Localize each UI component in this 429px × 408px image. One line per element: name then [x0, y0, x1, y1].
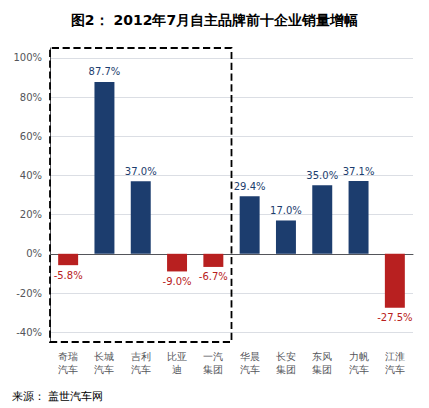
svg-text:东风: 东风 — [312, 351, 332, 362]
svg-text:60%: 60% — [20, 131, 42, 142]
svg-text:-27.5%: -27.5% — [377, 312, 412, 323]
svg-text:0%: 0% — [26, 248, 42, 259]
svg-text:-20%: -20% — [16, 288, 42, 299]
svg-text:迪: 迪 — [172, 364, 182, 375]
svg-text:比亚: 比亚 — [167, 351, 187, 362]
svg-text:集团: 集团 — [276, 364, 296, 375]
svg-text:-40%: -40% — [16, 327, 42, 338]
svg-text:汽车: 汽车 — [58, 364, 78, 375]
svg-text:力帆: 力帆 — [349, 351, 369, 362]
svg-text:汽车: 汽车 — [349, 364, 369, 375]
svg-text:吉利: 吉利 — [131, 351, 151, 362]
svg-text:37.0%: 37.0% — [125, 166, 157, 177]
svg-text:长安: 长安 — [276, 351, 296, 362]
svg-text:一汽: 一汽 — [203, 351, 223, 362]
svg-text:汽车: 汽车 — [385, 364, 405, 375]
svg-text:80%: 80% — [20, 92, 42, 103]
svg-text:来源： 盖世汽车网: 来源： 盖世汽车网 — [12, 390, 104, 403]
svg-text:40%: 40% — [20, 170, 42, 181]
svg-text:汽车: 汽车 — [131, 364, 151, 375]
svg-text:江淮: 江淮 — [385, 351, 405, 362]
svg-text:-9.0%: -9.0% — [163, 276, 192, 287]
svg-text:汽车: 汽车 — [94, 364, 114, 375]
svg-text:集团: 集团 — [203, 364, 223, 375]
svg-text:87.7%: 87.7% — [89, 66, 121, 77]
svg-text:29.4%: 29.4% — [234, 181, 266, 192]
svg-text:-6.7%: -6.7% — [199, 271, 228, 282]
svg-text:奇瑞: 奇瑞 — [58, 351, 78, 362]
svg-text:20%: 20% — [20, 209, 42, 220]
svg-text:17.0%: 17.0% — [270, 205, 302, 216]
svg-text:集团: 集团 — [312, 364, 332, 375]
svg-text:华晨: 华晨 — [240, 351, 260, 362]
svg-text:长城: 长城 — [94, 351, 114, 362]
svg-text:汽车: 汽车 — [240, 364, 260, 375]
svg-text:100%: 100% — [13, 52, 42, 63]
svg-text:-5.8%: -5.8% — [54, 270, 83, 281]
svg-text:图2： 2012年7月自主品牌前十企业销量增幅: 图2： 2012年7月自主品牌前十企业销量增幅 — [71, 12, 358, 28]
svg-text:35.0%: 35.0% — [306, 170, 338, 181]
svg-text:37.1%: 37.1% — [343, 166, 375, 177]
